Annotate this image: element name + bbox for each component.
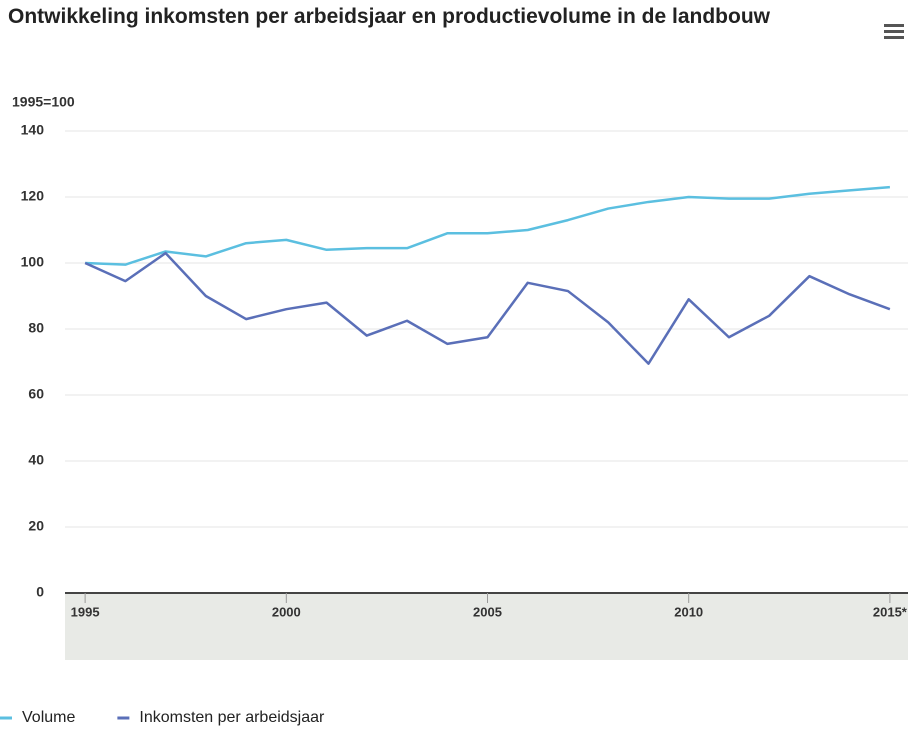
y-tick-label: 40	[28, 452, 44, 468]
y-tick-label: 0	[36, 584, 44, 600]
x-tick-label: 2015*	[873, 604, 908, 619]
x-tick-label: 1995	[71, 604, 100, 619]
series-line	[85, 185, 890, 266]
x-tick-label: 2000	[272, 604, 301, 619]
y-tick-label: 20	[28, 518, 44, 534]
y-tick-label: 60	[28, 386, 44, 402]
chart-title: Ontwikkeling inkomsten per arbeidsjaar e…	[8, 5, 770, 28]
y-tick-label: 120	[21, 188, 45, 204]
y-tick-label: 100	[21, 254, 45, 270]
y-tick-label: 140	[21, 122, 45, 138]
x-tick-label: 2010	[674, 604, 703, 619]
series-line	[84, 251, 891, 365]
legend-label: Inkomsten per arbeidsjaar	[139, 709, 325, 726]
legend-label: Volume	[22, 709, 75, 726]
y-axis-label: 1995=100	[12, 94, 75, 110]
title-box: Ontwikkeling inkomsten per arbeidsjaar e…	[8, 5, 770, 28]
navigator	[65, 594, 908, 660]
y-tick-label: 80	[28, 320, 44, 336]
menu-icon[interactable]	[884, 24, 904, 39]
x-tick-label: 2005	[473, 604, 502, 619]
